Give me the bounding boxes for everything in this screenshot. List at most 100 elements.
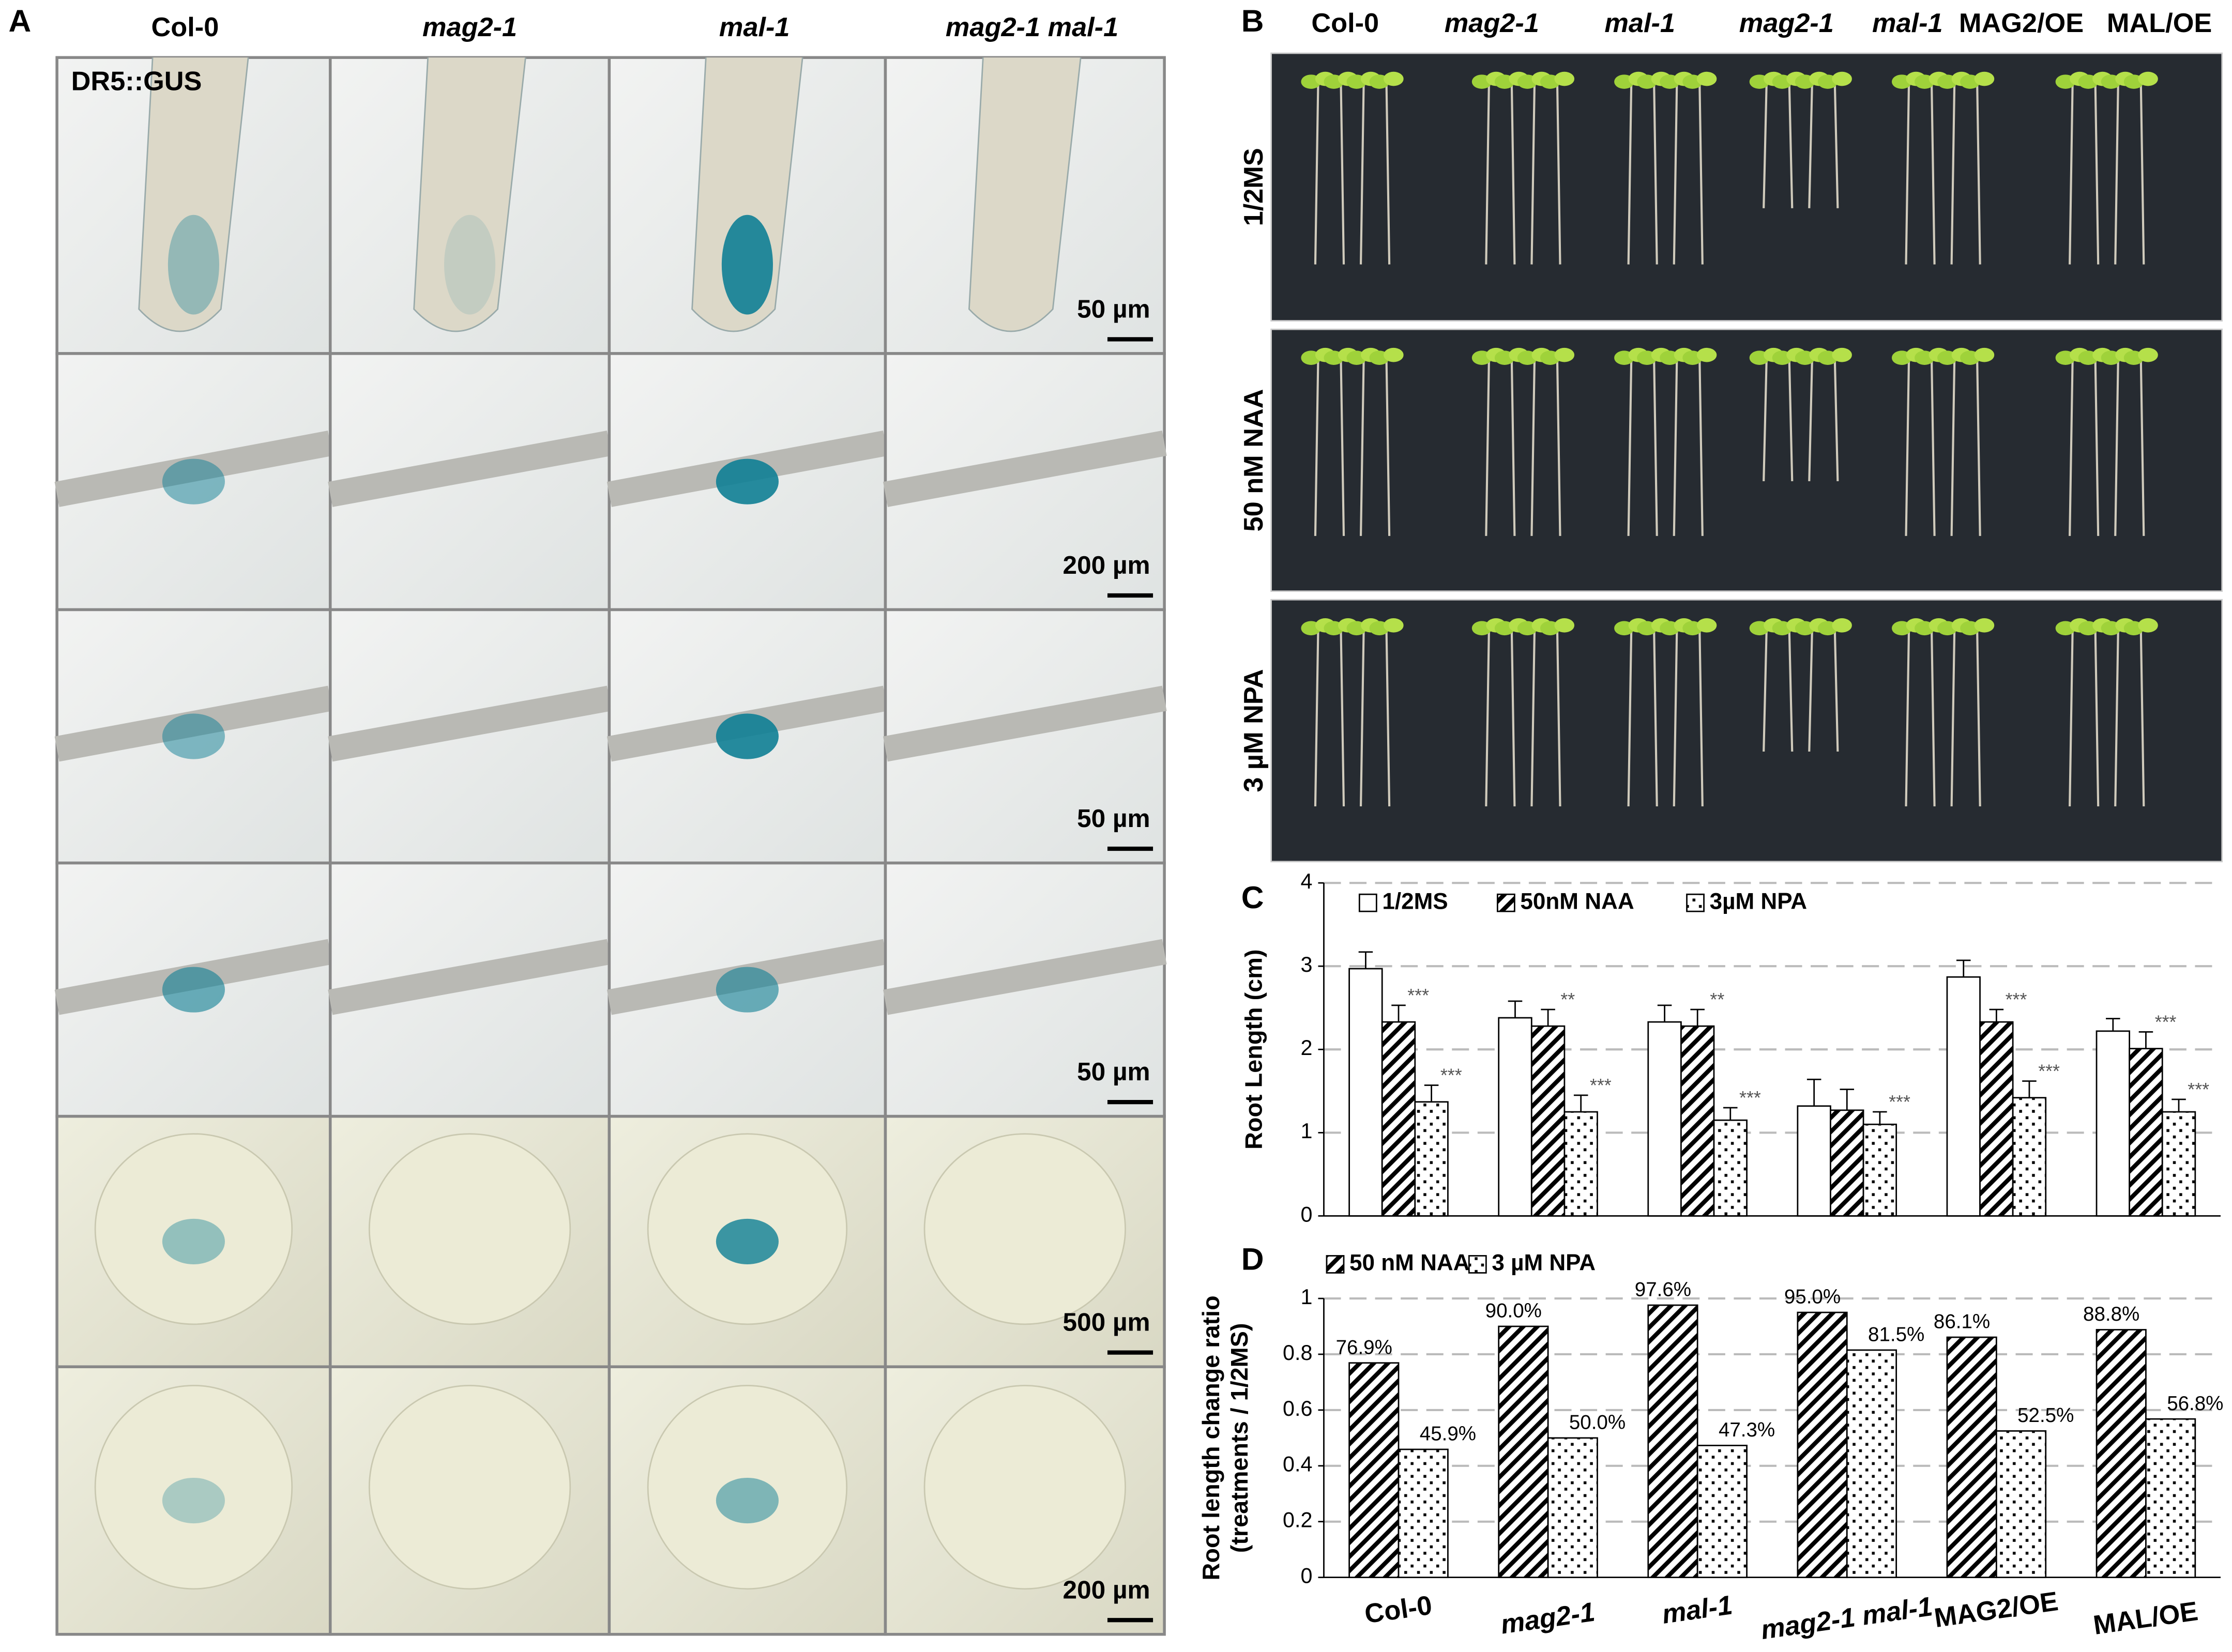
y-tick-label: 0 <box>1300 1202 1312 1226</box>
seedling-root <box>1359 631 1365 807</box>
seedling-root <box>1340 631 1345 807</box>
seedling-root <box>1905 84 1910 265</box>
error-bar <box>1873 1111 1887 1125</box>
bar <box>1498 1017 1532 1217</box>
seedling-root <box>1673 360 1678 536</box>
seedling-root <box>1485 360 1490 536</box>
bar <box>1946 976 1981 1217</box>
seedling-root <box>2094 631 2100 807</box>
gus-stain <box>716 458 779 504</box>
y-tick-label: 4 <box>1300 869 1312 893</box>
seedling-root <box>1556 631 1561 807</box>
legend-label: 3 µM NPA <box>1492 1250 1596 1276</box>
seedling-root <box>2139 360 2145 536</box>
bar <box>1946 1336 1997 1579</box>
root <box>883 939 1167 1015</box>
plate-photo <box>1270 599 2223 863</box>
seedling-root <box>1833 360 1839 481</box>
column-header: mag2-1 <box>1739 8 1834 38</box>
panel-d: 0 0.2 0.4 0.6 0.8 1 76.9% 90.0% 97.6% 95.0% 86.1% 8… <box>1197 1250 2223 1645</box>
error-bar <box>1690 1008 1705 1027</box>
bar <box>1647 1021 1682 1217</box>
seedling-root <box>1931 360 1936 536</box>
error-bar <box>2138 1031 2153 1049</box>
panel-label: D <box>1241 1241 1264 1276</box>
value-label: 47.3% <box>1719 1419 1775 1441</box>
seedling-root <box>1627 84 1633 265</box>
seedling-root <box>1653 84 1658 265</box>
significance-label: *** <box>2038 1061 2060 1081</box>
column-header: Col-0 <box>151 12 219 42</box>
seedling-root <box>1530 84 1536 265</box>
error-bar <box>1508 1000 1523 1018</box>
scale-bar-label: 500 µm <box>1063 1308 1150 1337</box>
seedling-root <box>1673 84 1678 265</box>
bar <box>1979 1021 2014 1217</box>
seedling-root <box>1556 360 1561 536</box>
seedling-root <box>1698 631 1704 807</box>
significance-label: *** <box>2006 989 2027 1010</box>
gus-stain <box>162 1218 225 1264</box>
gus-stain <box>162 713 225 759</box>
seedling-leaf <box>1554 71 1575 86</box>
seedling-root <box>2094 360 2100 536</box>
gus-stain <box>168 215 219 315</box>
value-label: 50.0% <box>1569 1412 1626 1434</box>
error-bar <box>2172 1098 2186 1112</box>
panel-label: B <box>1241 3 1264 38</box>
marker-label: DR5::GUS <box>71 67 202 97</box>
seedling-root <box>1359 360 1365 536</box>
seedling-leaf <box>1832 618 1852 633</box>
seedling-root <box>1653 631 1658 807</box>
significance-label: *** <box>1889 1092 1910 1112</box>
seedling-root <box>1788 360 1794 481</box>
seedling-leaf <box>1974 347 1995 362</box>
value-label: 81.5% <box>1868 1324 1924 1346</box>
seedling-root <box>1673 631 1678 807</box>
seedling-root <box>1314 360 1319 536</box>
seedling-leaf <box>1554 347 1575 362</box>
bar <box>1862 1123 1897 1217</box>
seedling-root <box>1976 631 1981 807</box>
seedling-leaf <box>1974 71 1995 86</box>
seedling-root <box>1698 360 1704 536</box>
column-header: mal-1 <box>1872 8 1943 38</box>
seedling-root <box>1931 631 1936 807</box>
value-label: 86.1% <box>1934 1311 1990 1333</box>
legend-label: 50 nM NAA <box>1349 1250 1470 1276</box>
gus-stain <box>162 1477 225 1524</box>
plate-photo <box>1270 52 2223 322</box>
column-header: MAL/OE <box>2107 8 2212 38</box>
seedling-root <box>1763 84 1768 208</box>
seedling-root <box>1833 84 1839 208</box>
y-tick-label: 0.6 <box>1283 1397 1312 1420</box>
bar <box>1381 1021 1416 1217</box>
bar <box>1530 1025 1566 1217</box>
seedling-root <box>1808 360 1813 481</box>
cotyledon <box>94 1133 293 1325</box>
root-tip <box>413 57 526 332</box>
y-tick-label: 0.8 <box>1283 1341 1312 1365</box>
scale-bar-label: 50 µm <box>1077 294 1150 323</box>
scale-bar-label: 50 µm <box>1077 1057 1150 1086</box>
significance-label: *** <box>2155 1012 2177 1032</box>
row-label: 1/2MS <box>1239 148 1269 226</box>
error-bar <box>1391 1004 1406 1022</box>
legend-swatch <box>1496 893 1515 912</box>
seedling-leaf <box>2138 71 2158 86</box>
seedling-root <box>1808 631 1813 752</box>
seedling-root <box>1950 84 1956 265</box>
value-label: 95.0% <box>1784 1286 1841 1308</box>
error-bar <box>1956 959 1971 977</box>
seedling-leaf <box>1696 347 1717 362</box>
error-bar <box>1358 951 1373 969</box>
panel-b: Col-0 mag2-1 mal-1 mag2-1 mal-1 MAG2/OE MAL/OE… <box>1239 8 2223 863</box>
seedling-root <box>1556 84 1561 265</box>
seedling-root <box>1976 84 1981 265</box>
gus-stain <box>716 967 779 1013</box>
panel-label: C <box>1241 880 1264 915</box>
seedling-leaf <box>1832 347 1852 362</box>
panel-label: A <box>9 3 32 38</box>
seedling-leaf <box>1554 618 1575 633</box>
